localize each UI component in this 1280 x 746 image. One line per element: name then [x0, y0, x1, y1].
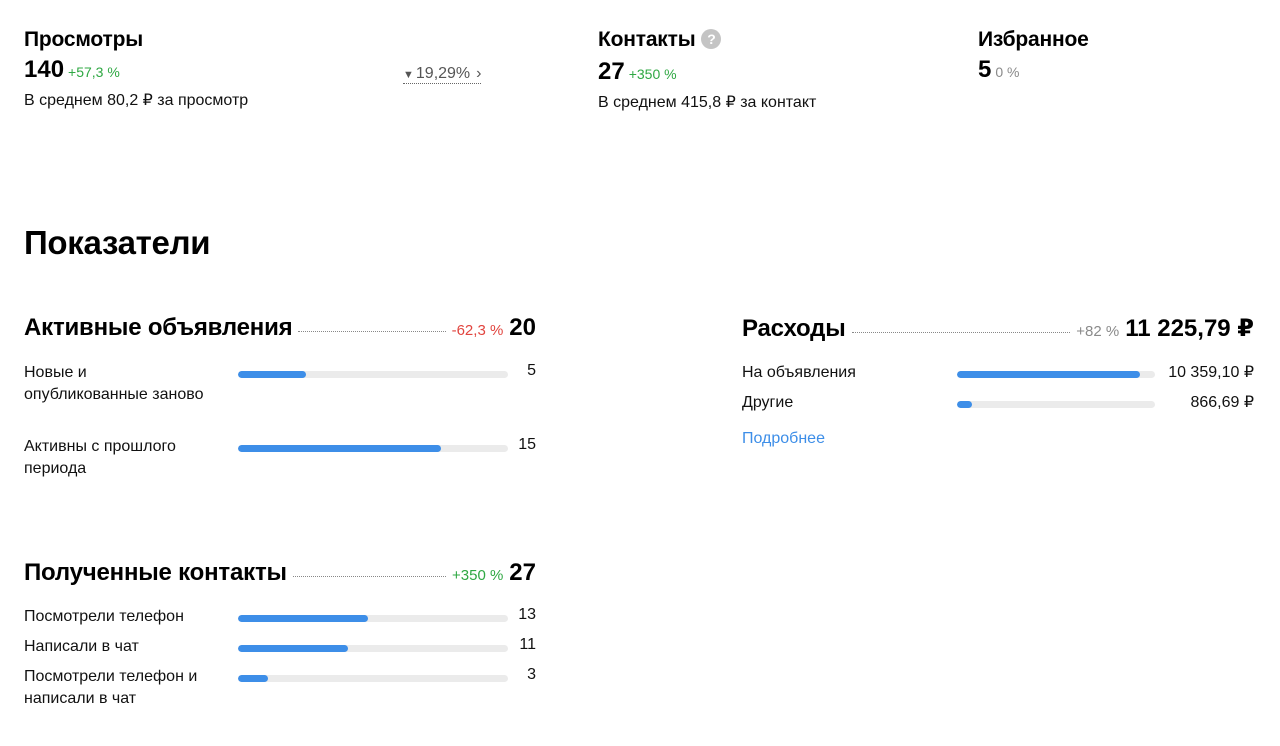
received-contacts-row-bar — [238, 615, 508, 622]
contacts-title: Контакты — [598, 28, 696, 51]
bar-fill — [238, 371, 306, 378]
expenses-section: Расходы +82 % 11 225,79 ₽ — [742, 314, 1254, 343]
expenses-row-value: 10 359,10 ₽ — [1168, 364, 1254, 381]
bar-fill — [238, 615, 368, 622]
active-ads-change: -62,3 % — [451, 322, 504, 339]
favorites-title: Избранное — [978, 28, 1089, 51]
views-change: +57,3 % — [68, 64, 120, 80]
received-contacts-row-bar — [238, 675, 508, 682]
more-details-link[interactable]: Подробнее — [742, 430, 825, 447]
received-contacts-row-value: 3 — [527, 666, 536, 683]
active-ads-section: Активные объявления -62,3 % 20 — [24, 314, 536, 342]
active-ads-row-label: Активны с прошлого периода — [24, 438, 176, 477]
expenses-row-label: Другие — [742, 394, 794, 411]
views-conversion-value: 19,29% — [415, 65, 471, 82]
active-ads-row-bar — [238, 445, 508, 452]
favorites-value: 5 — [978, 56, 992, 83]
expenses-title: Расходы — [742, 315, 846, 342]
leader-dots — [292, 576, 446, 577]
bar-fill — [238, 445, 441, 452]
active-ads-row-value: 5 — [527, 362, 536, 379]
favorites-change: 0 % — [995, 64, 1020, 80]
received-contacts-row-label: Посмотрели телефон и написали в чат — [24, 668, 198, 707]
received-contacts-total: 27 — [509, 559, 536, 586]
bar-fill — [957, 371, 1140, 378]
chevron-right-icon: › — [476, 65, 482, 82]
views-metric: Просмотры 140 +57,3 % В среднем 80,2 ₽ з… — [24, 28, 248, 110]
leader-dots — [298, 331, 446, 332]
indicators-heading: Показатели — [24, 224, 211, 261]
active-ads-total: 20 — [509, 314, 536, 341]
expenses-row-value: 866,69 ₽ — [1190, 394, 1254, 411]
views-average: В среднем 80,2 ₽ за просмотр — [24, 92, 249, 109]
bar-fill — [238, 675, 268, 682]
received-contacts-row-value: 11 — [519, 636, 536, 653]
funnel-icon: ▼ — [403, 69, 414, 81]
active-ads-row-label: Новые и опубликованные заново — [24, 364, 204, 403]
received-contacts-title: Полученные контакты — [24, 559, 287, 586]
expenses-row-bar — [957, 401, 1155, 408]
expenses-row-label: На объявления — [742, 364, 856, 381]
contacts-change: +350 % — [628, 66, 677, 82]
views-conversion-link[interactable]: ▼ 19,29% › — [403, 65, 482, 84]
views-value: 140 — [24, 56, 65, 83]
received-contacts-row-label: Написали в чат — [24, 638, 139, 655]
expenses-total: 11 225,79 ₽ — [1125, 315, 1254, 342]
contacts-value: 27 — [598, 58, 625, 85]
contacts-average: В среднем 415,8 ₽ за контакт — [598, 94, 817, 111]
bar-fill — [957, 401, 973, 408]
received-contacts-section: Полученные контакты +350 % 27 — [24, 559, 536, 587]
leader-dots — [851, 332, 1071, 333]
received-contacts-row-value: 13 — [518, 606, 536, 623]
favorites-metric: Избранное 5 0 % — [978, 28, 1089, 84]
active-ads-title: Активные объявления — [24, 314, 293, 341]
views-title: Просмотры — [24, 28, 143, 51]
received-contacts-row-bar — [238, 645, 508, 652]
expenses-row-bar — [957, 371, 1155, 378]
expenses-change: +82 % — [1076, 323, 1120, 340]
help-icon[interactable]: ? — [701, 29, 722, 49]
bar-fill — [238, 645, 348, 652]
active-ads-row-bar — [238, 371, 508, 378]
received-contacts-change: +350 % — [452, 567, 504, 584]
active-ads-row-value: 15 — [518, 436, 536, 453]
received-contacts-row-label: Посмотрели телефон — [24, 608, 184, 625]
contacts-metric: Контакты? 27 +350 % В среднем 415,8 ₽ за… — [598, 28, 816, 112]
